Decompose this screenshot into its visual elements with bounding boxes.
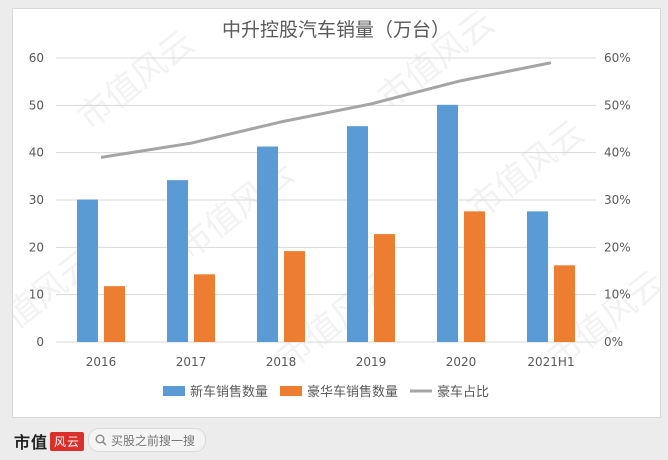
bar <box>464 211 485 342</box>
bar <box>77 199 98 342</box>
y-tick-label: 40 <box>29 146 44 160</box>
footer: 市值 风云 买股之前搜一搜 <box>0 420 668 460</box>
x-tick-label: 2019 <box>356 355 387 369</box>
y-tick-label: 60 <box>29 51 44 65</box>
search-placeholder: 买股之前搜一搜 <box>111 433 196 448</box>
search-icon <box>95 434 107 446</box>
brand-logo: 市值 风云 <box>14 429 85 453</box>
bar <box>347 126 368 342</box>
bar <box>554 265 575 342</box>
line-series <box>100 61 552 159</box>
legend-swatch <box>163 386 185 396</box>
bar <box>527 211 548 342</box>
y2-tick-label: 40% <box>604 146 631 160</box>
y-tick-label: 10 <box>29 288 44 302</box>
watermark-text: 市值风云 <box>170 153 302 268</box>
y-tick-label: 0 <box>36 335 44 349</box>
bar <box>167 180 188 342</box>
legend-swatch <box>280 386 302 396</box>
y-axis-ticks: 0 10 20 30 40 50 60 <box>29 51 44 349</box>
y2-tick-label: 60% <box>604 51 631 65</box>
legend-label: 豪华车销售数量 <box>307 384 398 400</box>
x-tick-label: 2016 <box>86 355 117 369</box>
y-tick-label: 30 <box>29 193 44 207</box>
y-tick-label: 50 <box>29 98 44 112</box>
legend-label: 豪车占比 <box>437 384 489 400</box>
x-tick-label: 2020 <box>446 355 477 369</box>
bars <box>77 104 575 342</box>
gridlines <box>56 57 596 343</box>
bar <box>194 274 215 342</box>
watermark-text: 市值风云 <box>460 113 592 228</box>
bar <box>437 104 458 342</box>
bar <box>104 286 125 342</box>
y2-tick-label: 30% <box>604 193 631 207</box>
x-tick-label: 2021H1 <box>527 355 574 369</box>
chart-card: 市值风云 市值风云 市值风云 市值风云 市值风云 市值风云 市值风云 中升控股汽车销量（万台… <box>0 3 668 418</box>
brand-name: 市值 <box>14 433 49 452</box>
x-axis-ticks: 2016 2017 2018 2019 2020 2021H1 <box>86 355 575 369</box>
legend: 新车销售数量 豪华车销售数量 豪车占比 <box>163 384 489 400</box>
brand-badge: 风云 <box>50 432 85 451</box>
bar <box>284 251 305 342</box>
y2-tick-label: 20% <box>604 240 631 254</box>
bar <box>257 146 278 342</box>
chart-title: 中升控股汽车销量（万台） <box>222 19 450 41</box>
y-tick-label: 20 <box>29 240 44 254</box>
search-box[interactable]: 买股之前搜一搜 <box>88 428 207 452</box>
bar <box>374 234 395 342</box>
y2-axis-ticks: 0% 10% 20% 30% 40% 50% 60% <box>604 51 631 349</box>
watermark-text: 市值风云 <box>70 23 202 138</box>
x-tick-label: 2017 <box>176 355 207 369</box>
y2-tick-label: 50% <box>604 98 631 112</box>
share-line <box>100 61 552 159</box>
legend-label: 新车销售数量 <box>190 384 268 400</box>
x-tick-label: 2018 <box>266 355 297 369</box>
y2-tick-label: 0% <box>604 335 623 349</box>
y2-tick-label: 10% <box>604 288 631 302</box>
